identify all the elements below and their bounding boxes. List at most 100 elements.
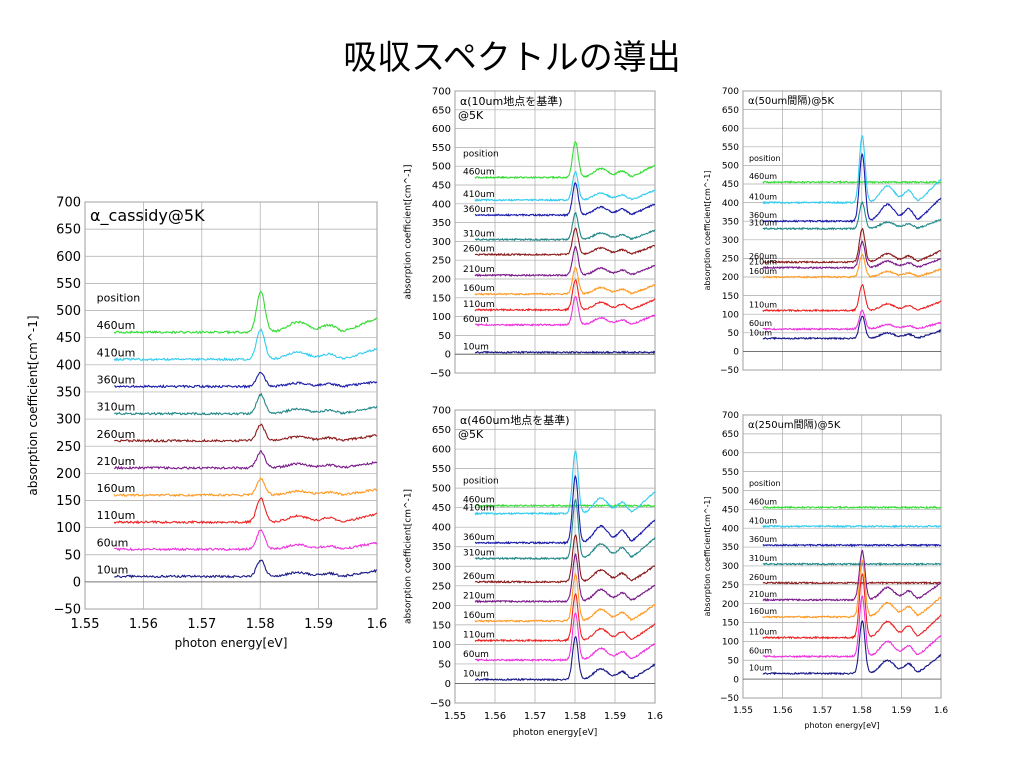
series-label-410um: 410um — [97, 346, 136, 359]
legend-heading: position — [463, 477, 499, 487]
series-group — [113, 290, 378, 579]
y-tick-label: 0 — [73, 575, 81, 590]
series-line-360um — [475, 181, 656, 218]
series-line-110um — [474, 593, 656, 643]
series-line-410um — [762, 524, 942, 529]
x-tick-label: 1.57 — [524, 711, 546, 722]
series-label-460um: 460um — [97, 319, 136, 332]
y-tick-label: 50 — [64, 548, 81, 563]
series-label-360um: 360um — [463, 533, 495, 543]
series-label-360um: 360um — [463, 205, 495, 215]
series-label-210um: 210um — [463, 265, 495, 275]
series-label-160um: 160um — [749, 607, 777, 616]
series-line-160um — [762, 253, 942, 279]
y-tick-label: 0 — [445, 679, 451, 690]
y-tick-label: 50 — [728, 329, 740, 339]
series-line-210um — [474, 553, 656, 604]
y-tick-label: 150 — [56, 494, 81, 509]
x-tick-label: 1.59 — [891, 706, 911, 716]
gridlines — [454, 409, 656, 704]
chart-spacing-250um: −50 0 50 100 150 200 250 300 350 400 450 500 550 600 6… — [703, 411, 948, 730]
y-tick-label: 200 — [722, 273, 739, 283]
series-line-210um — [113, 450, 378, 471]
y-tick-label: −50 — [430, 369, 451, 380]
y-tick-label: 550 — [432, 464, 451, 475]
series-label-260um: 260um — [463, 572, 495, 582]
series-line-260um — [762, 580, 942, 585]
chart-title: α(460um地点を基準) — [460, 413, 570, 427]
y-tick-label: 250 — [722, 581, 739, 591]
y-tick-label: 300 — [722, 562, 739, 572]
y-tick-label: 450 — [432, 181, 451, 192]
series-line-260um — [474, 227, 655, 257]
series-line-460um — [474, 503, 656, 508]
series-label-460um: 460um — [463, 496, 495, 506]
x-tick-label: 1.55 — [733, 706, 753, 716]
series-label-60um: 60um — [749, 646, 772, 655]
x-tick-label: 1.6 — [647, 711, 663, 722]
x-tick-label: 1.57 — [812, 706, 832, 716]
series-line-460um — [113, 290, 378, 335]
series-group — [762, 505, 942, 676]
series-line-410um — [474, 450, 656, 516]
series-label-60um: 60um — [749, 319, 772, 328]
y-tick-label: −50 — [54, 603, 81, 618]
series-line-260um — [762, 227, 942, 264]
series-label-310um: 310um — [463, 548, 495, 558]
series-label-60um: 60um — [463, 650, 489, 660]
series-label-410um: 410um — [463, 190, 495, 200]
series-label-110um: 110um — [749, 628, 777, 637]
y-tick-label: 550 — [432, 143, 451, 154]
y-tick-label: 700 — [432, 87, 451, 98]
series-line-310um — [762, 200, 942, 231]
y-tick-label: 500 — [722, 162, 739, 172]
y-tick-label: 350 — [722, 217, 739, 227]
series-line-360um — [762, 543, 942, 548]
series-label-310um: 310um — [97, 401, 136, 414]
chart-ref-10um: −50 0 50 100 150 200 250 300 350 400 450 500 550 600 6… — [404, 87, 656, 380]
series-label-160um: 160um — [97, 482, 136, 495]
y-tick-label: 100 — [722, 310, 739, 320]
y-tick-label: 200 — [432, 275, 451, 286]
y-tick-label: 250 — [56, 440, 81, 455]
y-tick-label: 700 — [432, 406, 451, 417]
series-label-260um: 260um — [97, 428, 136, 441]
y-tick-label: 700 — [722, 87, 739, 97]
series-label-160um: 160um — [463, 611, 495, 621]
plot-area — [454, 409, 656, 704]
series-line-310um — [114, 392, 378, 416]
series-label-210um: 210um — [749, 258, 777, 267]
series-label-360um: 360um — [749, 211, 777, 220]
series-line-260um — [114, 423, 378, 443]
y-tick-label: 450 — [56, 331, 81, 346]
y-tick-label: 600 — [432, 124, 451, 135]
y-tick-label: 100 — [432, 312, 451, 323]
series-line-60um — [474, 612, 656, 662]
x-tick-label: 1.59 — [604, 711, 626, 722]
y-tick-label: 0 — [733, 348, 739, 358]
plot-area — [742, 90, 942, 371]
y-tick-label: 0 — [733, 675, 739, 685]
y-tick-label: 600 — [432, 445, 451, 456]
series-line-60um — [474, 295, 656, 327]
y-tick-label: 200 — [432, 601, 451, 612]
series-label-360um: 360um — [97, 374, 136, 387]
series-label-260um: 260um — [749, 252, 777, 261]
legend-heading: position — [97, 292, 141, 305]
series-line-10um — [762, 620, 942, 676]
series-line-110um — [762, 283, 942, 313]
y-tick-label: 200 — [56, 467, 81, 482]
series-group — [474, 140, 656, 355]
series-label-10um: 10um — [749, 663, 772, 672]
y-tick-label: 0 — [445, 350, 451, 361]
series-group — [762, 135, 942, 341]
series-line-210um — [762, 549, 942, 602]
series-line-460um — [762, 180, 942, 185]
series-label-60um: 60um — [97, 536, 129, 549]
y-tick-label: 700 — [722, 411, 739, 421]
y-tick-label: 300 — [56, 413, 81, 428]
x-tick-label: 1.55 — [71, 617, 100, 632]
y-tick-label: 400 — [722, 524, 739, 534]
series-line-160um — [474, 572, 656, 623]
y-tick-label: 250 — [432, 581, 451, 592]
